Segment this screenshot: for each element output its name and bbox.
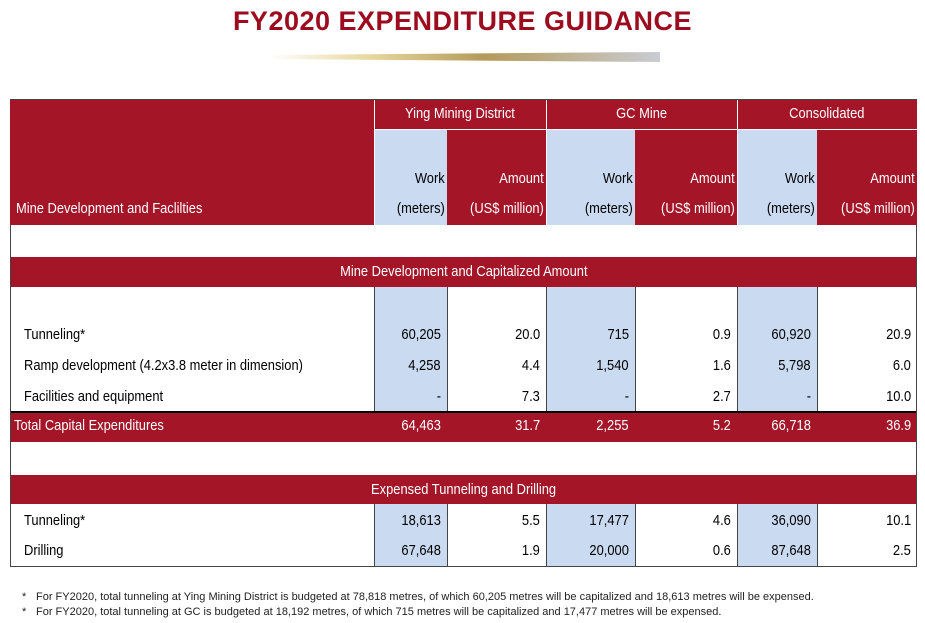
header-amount-gc: Amount (US$ million)	[635, 129, 737, 225]
section-title-capitalized: Mine Development and Capitalized Amount	[10, 257, 917, 287]
header-group-gc: GC Mine	[546, 99, 737, 129]
header-amount-consolidated: Amount (US$ million)	[817, 129, 917, 225]
total-row	[10, 411, 917, 442]
header-group-ying: Ying Mining District	[374, 99, 546, 129]
header-work-ying: Work (meters)	[374, 129, 447, 225]
header-row-label: Mine Development and Faclilties	[16, 200, 203, 217]
spacer-row	[10, 225, 917, 257]
header-work-consolidated: Work (meters)	[737, 129, 817, 225]
header-amount-ying: Amount (US$ million)	[447, 129, 546, 225]
header-row-label-cell	[10, 99, 374, 225]
total-row-label: Total Capital Expenditures	[14, 417, 164, 434]
header-work-gc: Work (meters)	[546, 129, 635, 225]
title-underline-bar	[268, 52, 660, 62]
footnote-ying: * For FY2020, total tunneling at Ying Min…	[22, 591, 814, 603]
page-title: FY2020 EXPENDITURE GUIDANCE	[232, 6, 693, 36]
footnote-gc: * For FY2020, total tunneling at GC is bu…	[22, 606, 722, 618]
header-group-consolidated: Consolidated	[737, 99, 917, 129]
section-title-expensed: Expensed Tunneling and Drilling	[10, 475, 917, 504]
